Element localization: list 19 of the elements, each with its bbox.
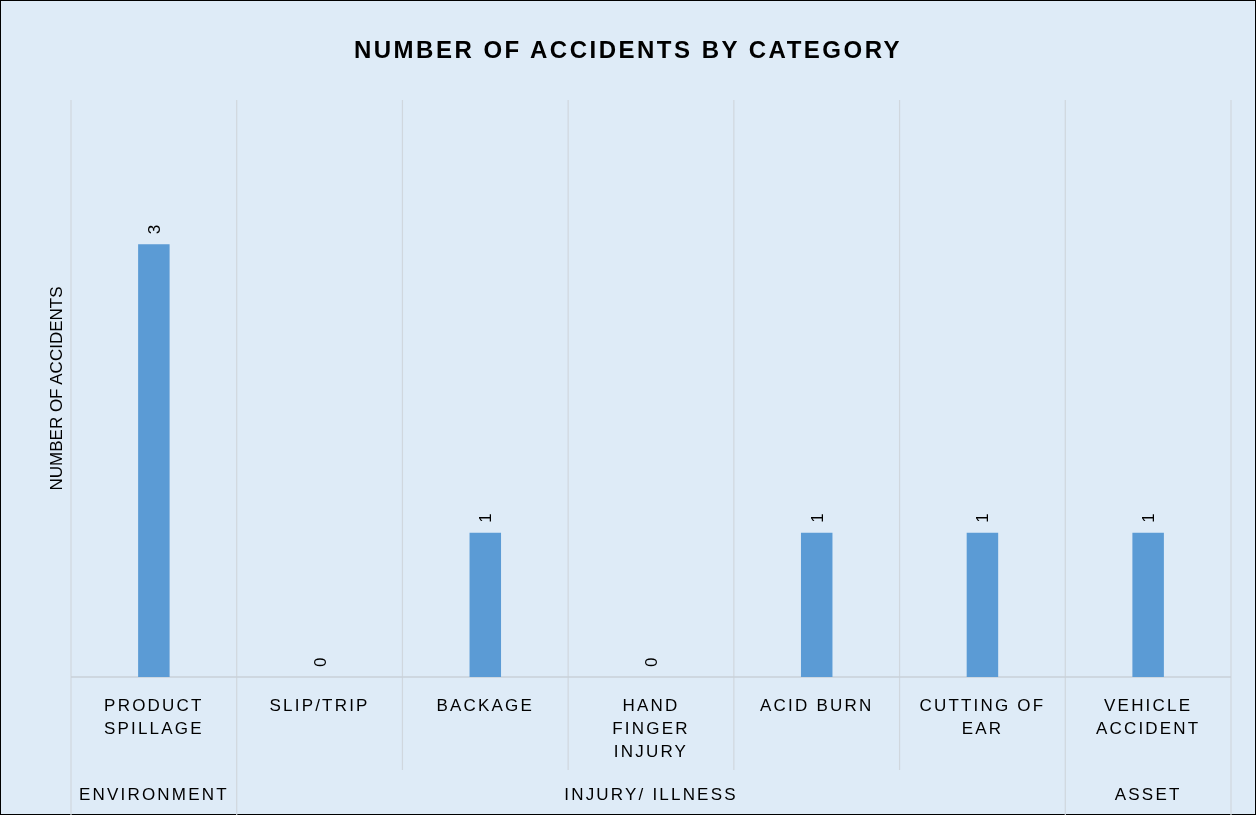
data-label: 1 [973, 513, 993, 523]
y-axis-title: NUMBER OF ACCIDENTS [47, 286, 66, 491]
data-label: 1 [1139, 513, 1159, 523]
x-tick-label: PRODUCT SPILLAGE [103, 696, 204, 738]
data-label: 0 [310, 657, 330, 667]
data-label: 0 [642, 657, 661, 667]
x-tick-label: BACKAGE [436, 696, 535, 715]
text: ASSET [1114, 785, 1182, 804]
x-tick-label: HAND FINGER INJURY [612, 696, 690, 761]
data-label: 1 [807, 513, 827, 523]
x-tick-label: VEHICLE ACCIDENT [1095, 696, 1201, 738]
data-label: 3 [144, 224, 164, 235]
x-tick-label: SLIP/TRIP [269, 696, 370, 715]
x-tick-label: ACID BURN [760, 696, 874, 715]
text: ENVIRONMENT [78, 785, 229, 804]
x-tick-label: CUTTING OF EAR [919, 696, 1046, 738]
chart-title: NUMBER OF ACCIDENTS BY CATEGORY [353, 36, 903, 63]
data-label: 1 [476, 513, 496, 523]
text: INJURY/ ILLNESS [564, 785, 738, 804]
